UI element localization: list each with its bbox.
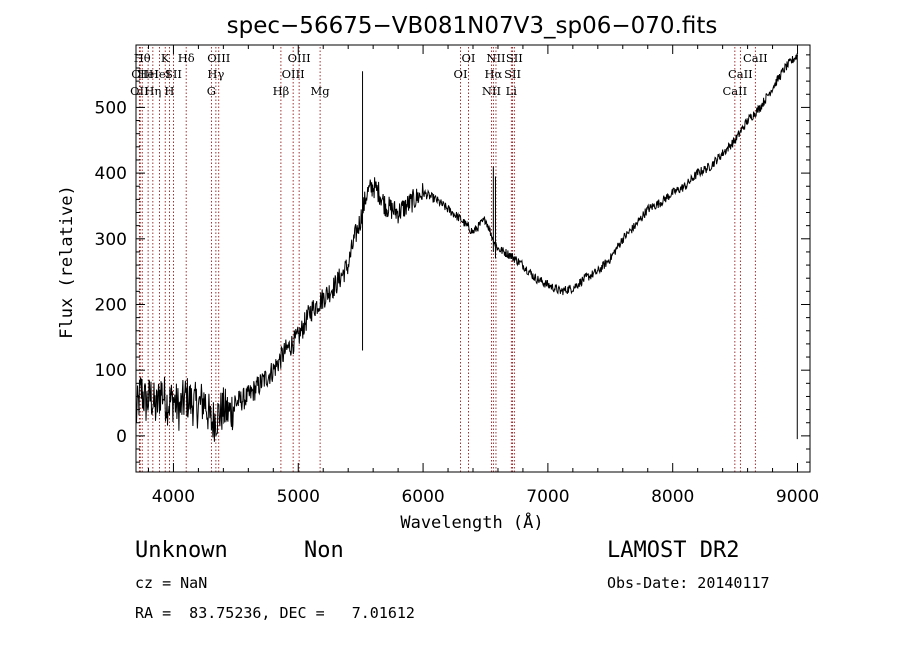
object-class: Unknown — [135, 538, 228, 563]
line-label-15: OIII — [288, 51, 311, 65]
x-tick-label-8000: 8000 — [651, 487, 694, 507]
line-label-10: G — [207, 84, 216, 98]
x-tick-label-7000: 7000 — [526, 487, 569, 507]
spectral-line-labels: OIICIIHθHeIHηHeIKHSIIHδGHγOIIIHβOIIIOIII… — [130, 51, 768, 98]
line-label-12: OIII — [207, 51, 230, 65]
spectral-line-markers — [138, 47, 756, 472]
x-tick-label-9000: 9000 — [776, 487, 819, 507]
plot-frame — [135, 44, 811, 473]
line-label-4: Hη — [144, 84, 161, 98]
line-label-7: H — [164, 84, 174, 98]
y-tick-label-400: 400 — [95, 164, 127, 184]
line-label-6: K — [161, 51, 170, 65]
line-label-8: SII — [165, 67, 182, 81]
spectrum-series-line — [135, 53, 798, 442]
line-label-17: OI — [454, 67, 468, 81]
line-label-14: OIII — [282, 67, 305, 81]
x-tick-label-5000: 5000 — [277, 487, 320, 507]
line-label-19: NII — [482, 84, 501, 98]
x-tick-label-4000: 4000 — [152, 487, 195, 507]
y-tick-label-200: 200 — [95, 295, 127, 315]
object-subclass: Non — [304, 538, 344, 563]
x-tick-label-6000: 6000 — [401, 487, 444, 507]
line-label-20: Hα — [484, 67, 502, 81]
axis-tick-labels: 4000 5000 6000 7000 8000 9000 0 100 200 300 400 500 — [95, 98, 820, 507]
spectrum-spikes — [362, 54, 798, 440]
line-label-0: OII — [130, 84, 149, 98]
line-label-21: NII — [486, 51, 505, 65]
y-axis-label: Flux (relative) — [57, 185, 77, 339]
y-tick-label-100: 100 — [95, 361, 127, 381]
line-label-27: CaII — [743, 51, 768, 65]
axis-ticks — [136, 45, 810, 472]
observation-date: Obs-Date: 20140117 — [607, 574, 770, 592]
line-label-3: HeI — [137, 67, 158, 81]
line-label-13: Hβ — [273, 84, 290, 98]
x-axis-label: Wavelength (Å) — [400, 511, 543, 533]
line-label-18: OI — [462, 51, 476, 65]
line-label-9: Hδ — [178, 51, 195, 65]
y-tick-label-0: 0 — [116, 427, 127, 447]
line-label-24: SII — [506, 51, 523, 65]
survey-name: LAMOST DR2 — [607, 538, 740, 563]
chart-title: spec−56675−VB081N07V3_sp06−070.fits — [227, 13, 718, 39]
y-tick-label-500: 500 — [95, 98, 127, 118]
y-tick-label-300: 300 — [95, 230, 127, 250]
line-label-26: CaII — [728, 67, 753, 81]
redshift-cz: cz = NaN — [135, 574, 208, 592]
line-label-22: Li — [506, 84, 518, 98]
line-label-23: SII — [504, 67, 521, 81]
line-label-25: CaII — [722, 84, 747, 98]
coordinates: RA = 83.75236, DEC = 7.01612 — [135, 604, 415, 622]
line-label-5: HeI — [149, 67, 170, 81]
line-label-11: Hγ — [207, 67, 224, 81]
line-label-16: Mg — [311, 84, 331, 98]
